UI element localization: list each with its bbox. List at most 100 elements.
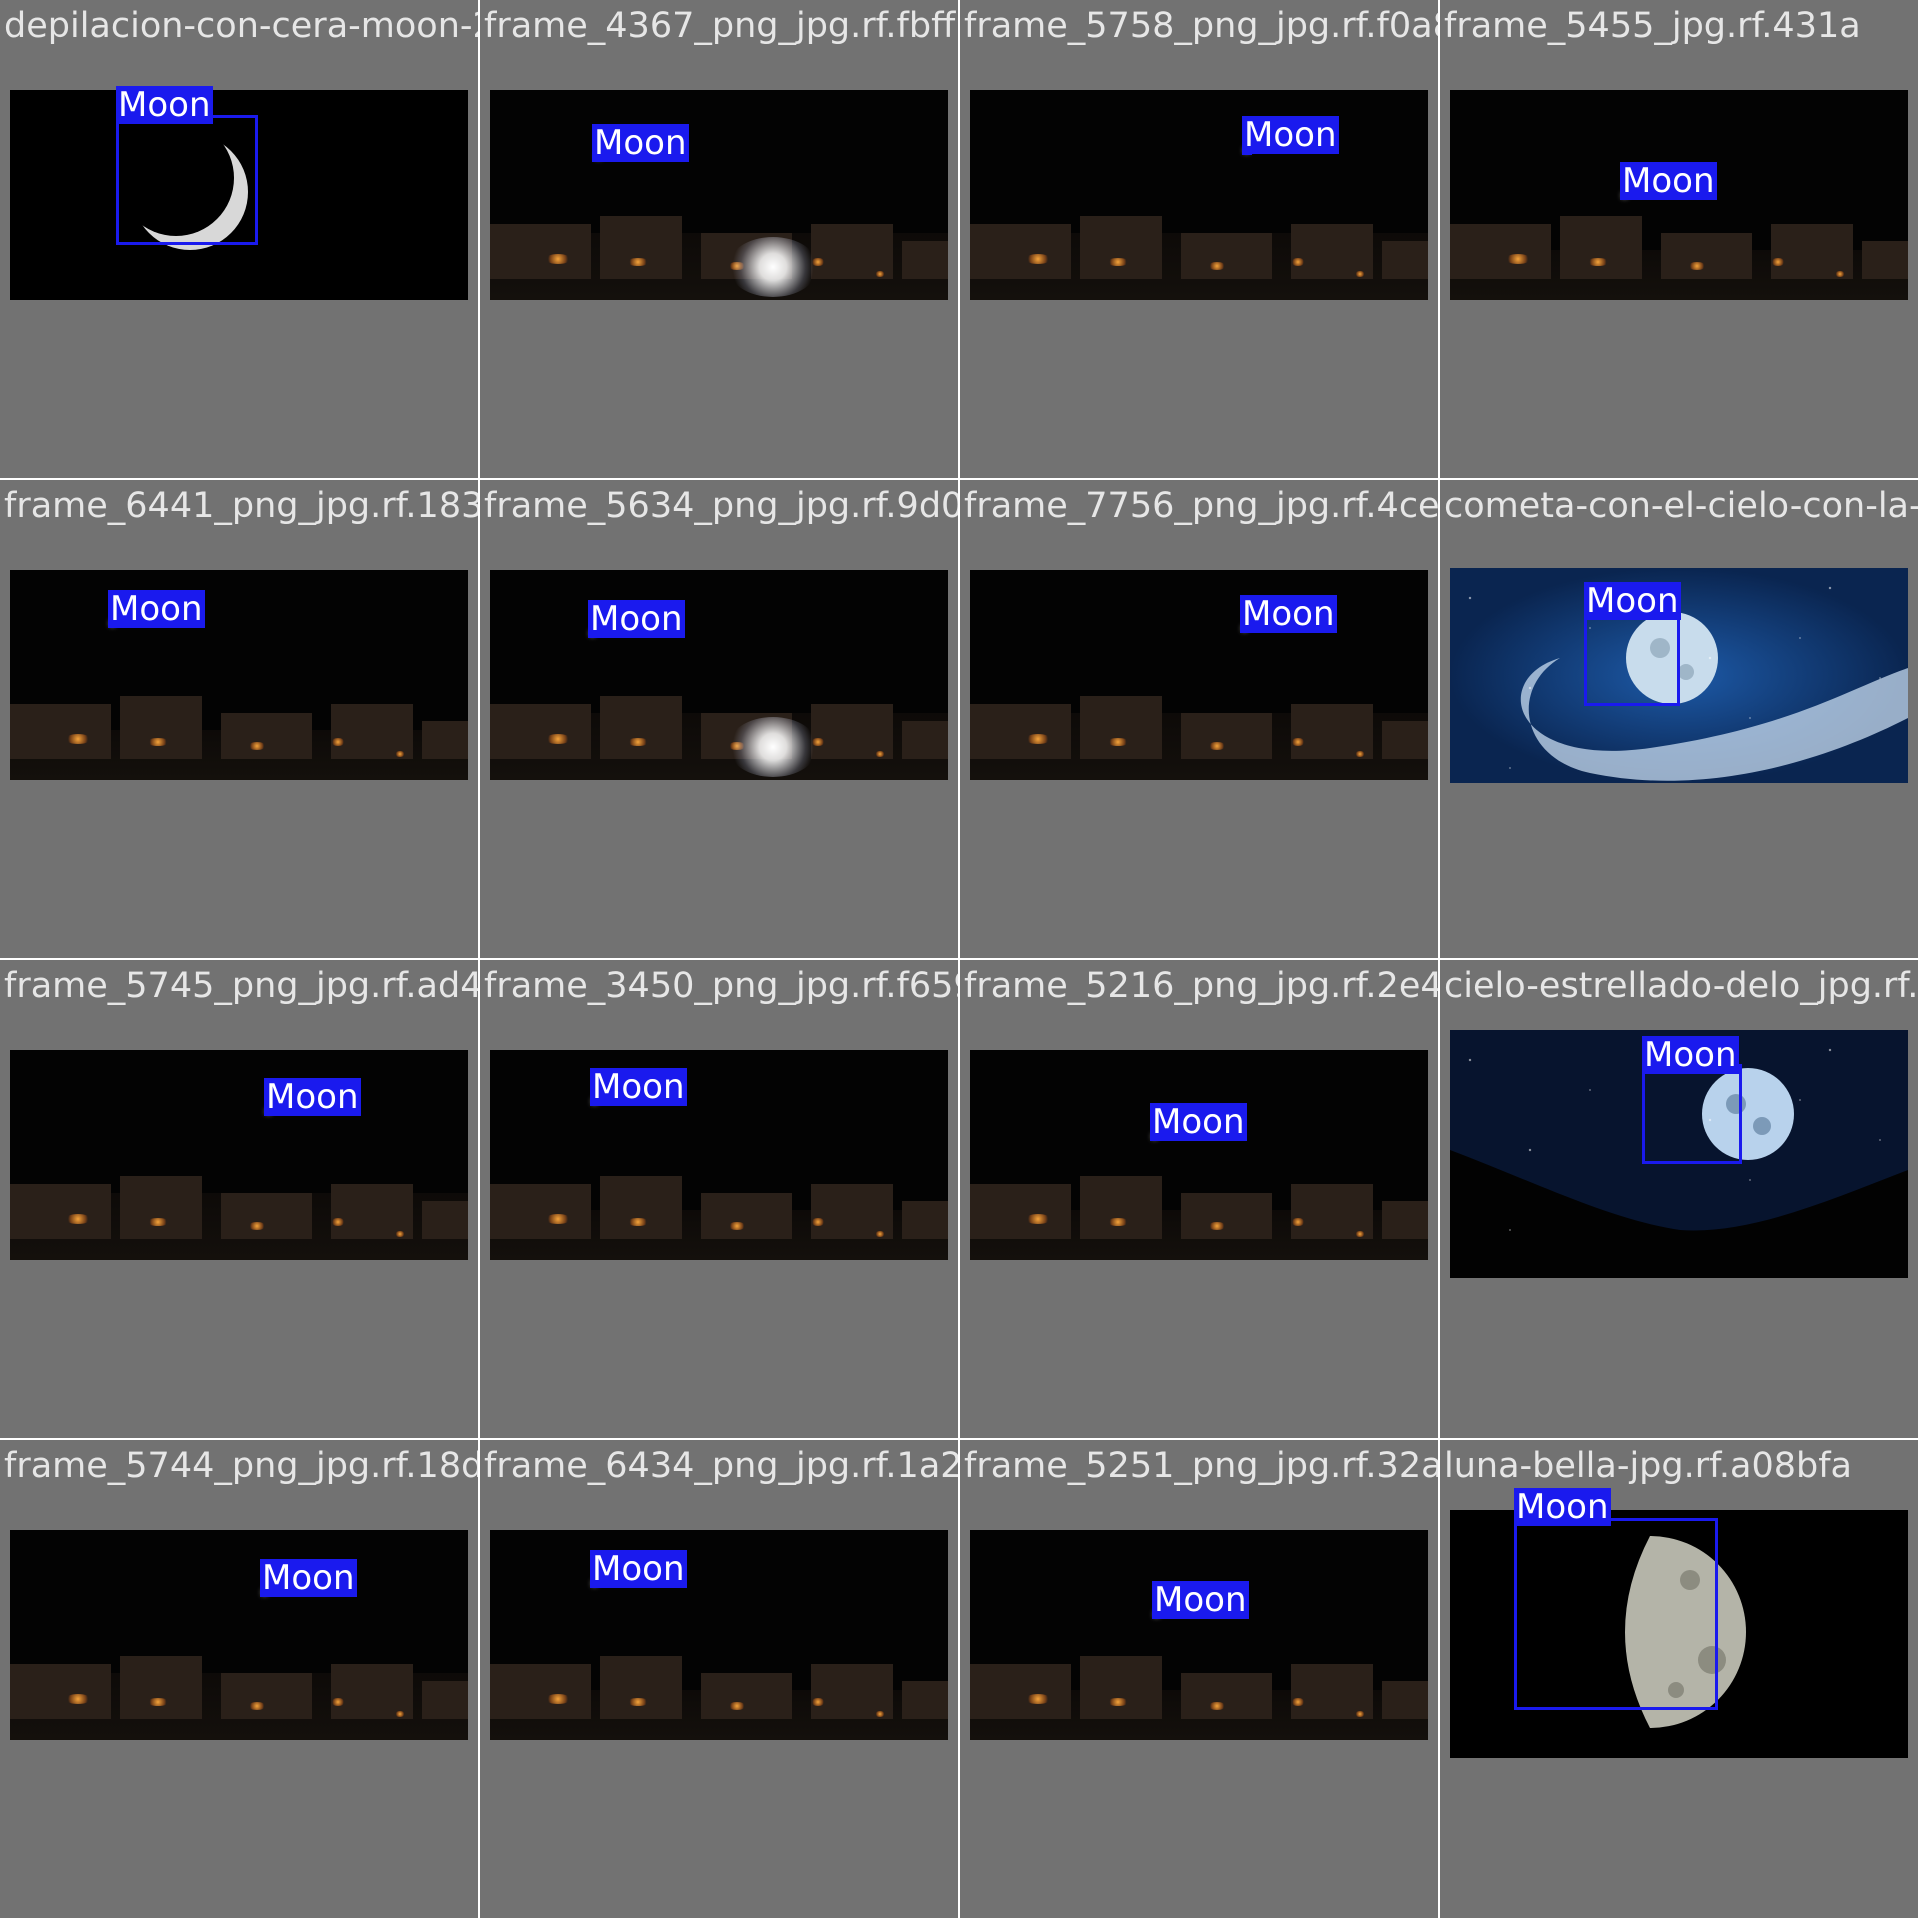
building	[902, 721, 948, 759]
headlight-glare	[728, 237, 819, 297]
moon-crater	[1668, 1682, 1684, 1698]
mosaic-tile: frame_5455_jpg.rf.431a Moon	[1440, 0, 1920, 480]
street-light	[627, 1218, 650, 1226]
tile-photo	[10, 1530, 468, 1740]
building	[10, 1664, 111, 1719]
street-light	[1834, 270, 1845, 277]
mosaic-tile: frame_5251_png_jpg.rf.32ae55be1b8b052a9d…	[960, 1440, 1440, 1920]
moon-class-label: Moon	[590, 1067, 687, 1107]
tile-photo	[970, 90, 1428, 300]
moon-class-label: Moon	[1242, 115, 1339, 155]
tile-filename: frame_4367_png_jpg.rf.fbff789f1fcf0354	[484, 6, 958, 46]
mosaic-tile: cielo-estrellado-delo_jpg.rf.3 Moon	[1440, 960, 1920, 1440]
building	[1180, 1192, 1273, 1239]
moon-class-label: Moon	[1240, 594, 1337, 634]
building	[1770, 224, 1854, 279]
building	[1180, 712, 1273, 759]
street-light	[330, 738, 345, 746]
street-light	[330, 1698, 345, 1706]
street-light	[1688, 262, 1707, 271]
street-light	[874, 1710, 885, 1717]
street-light	[1504, 253, 1531, 264]
tile-filename: cielo-estrellado-delo_jpg.rf.3	[1444, 966, 1920, 1006]
building	[330, 704, 414, 759]
moon-class-label: Moon	[1152, 1580, 1249, 1620]
headlight-glare	[728, 717, 819, 777]
mosaic-tile: frame_7756_png_jpg.rf.4ce62ce25176 Moon	[960, 480, 1440, 960]
street-light	[1024, 253, 1051, 264]
street-light	[1024, 1693, 1051, 1704]
tile-photo	[10, 1050, 468, 1260]
moon-bounding-box	[116, 115, 258, 245]
building	[490, 1664, 591, 1719]
street-light	[874, 1230, 885, 1237]
street-light	[1208, 742, 1227, 751]
street-light	[1290, 258, 1305, 266]
street-light	[394, 750, 405, 757]
building	[10, 1184, 111, 1239]
tile-filename: frame_5634_png_jpg.rf.9d0ef4a9e7c756c4ce…	[484, 486, 960, 526]
street-light	[1290, 1218, 1305, 1226]
street-light	[544, 733, 571, 744]
street-light	[147, 1218, 170, 1226]
moon-class-label: Moon	[590, 1549, 687, 1589]
street-light	[1208, 1222, 1227, 1231]
building	[902, 1201, 948, 1239]
mosaic-tile: luna-bella-jpg.rf.a08bfa Moon	[1440, 1440, 1920, 1920]
tile-filename: frame_5744_png_jpg.rf.18d1f6a066a2434430…	[4, 1446, 480, 1486]
building	[599, 216, 683, 279]
mosaic-tile: frame_4367_png_jpg.rf.fbff789f1fcf0354 Mo…	[480, 0, 960, 480]
mosaic-tile: frame_6434_png_jpg.rf.1a2bfa8d7ed4251062…	[480, 1440, 960, 1920]
tile-filename: frame_5216_png_jpg.rf.2e40c5c75fd7d9c6	[964, 966, 1440, 1006]
building	[902, 241, 948, 279]
moon-bounding-box	[1514, 1518, 1718, 1710]
building	[810, 224, 894, 279]
moon-class-label: Moon	[116, 85, 213, 125]
street-light	[874, 750, 885, 757]
building	[970, 1664, 1071, 1719]
tile-photo	[490, 570, 948, 780]
building	[810, 1184, 894, 1239]
building	[490, 1184, 591, 1239]
building	[119, 696, 203, 759]
building	[422, 1681, 468, 1719]
street-light	[147, 1698, 170, 1706]
building	[1660, 232, 1753, 279]
street-light	[248, 742, 267, 751]
street-light	[1208, 1702, 1227, 1711]
mosaic-tile: frame_5758_png_jpg.rf.f0a8fa8be2d4500e Mo…	[960, 0, 1440, 480]
mosaic-tile: frame_5745_png_jpg.rf.ad47f92035f4550ff5…	[0, 960, 480, 1440]
building	[1862, 241, 1908, 279]
building	[902, 1681, 948, 1719]
street-light	[728, 1222, 747, 1231]
mosaic-tile: cometa-con-el-cielo-con-la-lu Moon	[1440, 480, 1920, 960]
building	[1290, 1664, 1374, 1719]
street-light	[248, 1222, 267, 1231]
building	[599, 696, 683, 759]
building	[1382, 1681, 1428, 1719]
street-light	[1354, 270, 1365, 277]
street-light	[1024, 733, 1051, 744]
building	[700, 1192, 793, 1239]
street-light	[1770, 258, 1785, 266]
building	[1559, 216, 1643, 279]
building	[422, 1201, 468, 1239]
tile-filename: depilacion-con-cera-moon-2-frame_4367_pn…	[4, 6, 480, 46]
building	[220, 1672, 313, 1719]
tile-photo	[10, 90, 468, 300]
street-light	[544, 1693, 571, 1704]
crescent-illustration	[10, 90, 468, 300]
street-light	[810, 1218, 825, 1226]
building	[1079, 696, 1163, 759]
tile-filename: frame_5745_png_jpg.rf.ad47f92035f4550ff5…	[4, 966, 480, 1006]
mosaic-tile: frame_6441_png_jpg.rf.1830f082eb0637e722…	[0, 480, 480, 960]
mosaic-tile: frame_5216_png_jpg.rf.2e40c5c75fd7d9c6 Mo…	[960, 960, 1440, 1440]
street-light	[330, 1218, 345, 1226]
tile-photo	[10, 570, 468, 780]
building	[1382, 241, 1428, 279]
building	[1079, 1176, 1163, 1239]
building	[10, 704, 111, 759]
building	[1290, 1184, 1374, 1239]
tile-filename: cometa-con-el-cielo-con-la-lu	[1444, 486, 1920, 526]
